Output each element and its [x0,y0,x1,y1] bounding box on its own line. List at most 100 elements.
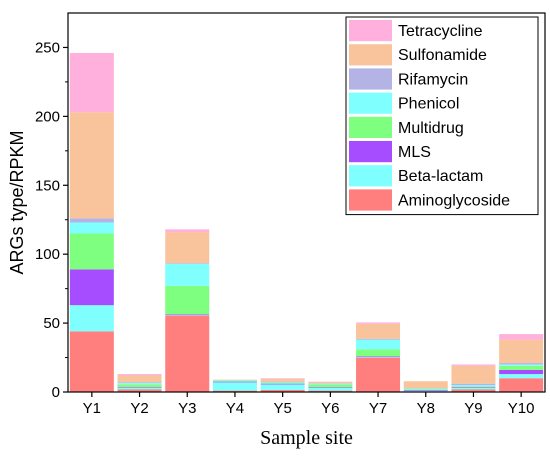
legend-swatch-aminoglycoside [349,189,392,210]
bar-segment-y10-mls [499,370,543,374]
legend-label-multidrug: Multidrug [398,120,464,137]
bar-segment-y4-multidrug [213,381,257,382]
bar-segment-y10-phenicol [499,364,543,365]
bar-segment-y6-mls [308,387,352,388]
bar-segment-y3-phenicol [165,264,209,286]
legend-label-phenicol: Phenicol [398,96,459,113]
bar-segment-y9-beta-lactam [451,388,495,389]
x-tick-label-y7: Y7 [369,400,387,417]
bar-segment-y1-sulfonamide [70,112,114,218]
legend-label-sulfonamide: Sulfonamide [398,47,487,64]
x-tick-label-y1: Y1 [83,400,101,417]
bar-segment-y2-beta-lactam [118,388,162,389]
bar-segment-y5-beta-lactam [261,384,305,390]
bar-segment-y5-mls [261,384,305,385]
bar-segment-y7-mls [356,356,400,357]
bar-segment-y8-beta-lactam [404,391,448,392]
bar-segment-y8-mls [404,390,448,391]
y-tick-label-250: 250 [35,39,60,56]
bar-segment-y7-tetracycline [356,322,400,323]
legend-swatch-sulfonamide [349,44,392,65]
x-tick-label-y8: Y8 [417,400,435,417]
legend-swatch-phenicol [349,93,392,114]
bar-segment-y2-phenicol [118,383,162,384]
bar-segment-y9-rifamycin [451,384,495,385]
x-tick-label-y5: Y5 [273,400,291,417]
bar-segment-y3-beta-lactam [165,315,209,316]
bar-segment-y4-mls [213,382,257,383]
bar-segment-y1-phenicol [70,222,114,233]
x-tick-label-y6: Y6 [321,400,339,417]
bar-segment-y10-rifamycin [499,363,543,364]
x-tick-label-y9: Y9 [464,400,482,417]
bar-segment-y7-multidrug [356,349,400,356]
x-tick-label-y4: Y4 [226,400,244,417]
bar-segment-y1-rifamycin [70,218,114,222]
bar-segment-y4-beta-lactam [213,382,257,390]
bar-segment-y7-sulfonamide [356,324,400,339]
bar-segment-y6-phenicol [308,384,352,385]
bar-segment-y2-tetracycline [118,374,162,375]
bar-segment-y6-beta-lactam [308,388,352,391]
bar-segment-y8-multidrug [404,389,448,390]
bar-segment-y5-tetracycline [261,378,305,379]
bar-segment-y1-multidrug [70,234,114,270]
bar-segment-y3-rifamycin [165,263,209,264]
bar-segment-y3-multidrug [165,286,209,314]
bar-segment-y9-multidrug [451,386,495,387]
bar-segment-y10-multidrug [499,366,543,370]
bar-segment-y7-rifamycin [356,339,400,340]
bar-segment-y7-aminoglycoside [356,358,400,392]
bar-segment-y3-mls [165,314,209,315]
legend-swatch-rifamycin [349,68,392,89]
bar-segment-y5-phenicol [261,382,305,383]
bar-segment-y3-sulfonamide [165,232,209,263]
x-axis-title: Sample site [260,427,353,449]
bar-segment-y10-sulfonamide [499,340,543,363]
legend: Tetracycline Sulfonamide Rifamycin Phenicol… [346,17,538,215]
bar-segment-y5-sulfonamide [261,379,305,382]
y-axis-title: ARGs type/RPKM [7,130,27,274]
bar-segment-y9-tetracycline [451,364,495,365]
legend-label-beta-lactam: Beta-lactam [398,168,483,185]
legend-swatch-beta-lactam [349,165,392,186]
bar-segment-y7-beta-lactam [356,357,400,358]
bar-segment-y4-phenicol [213,380,257,381]
bar-segment-y9-sulfonamide [451,366,495,384]
bar-segment-y3-tetracycline [165,229,209,232]
bar-segment-y1-beta-lactam [70,305,114,331]
bar-segment-y5-rifamycin [261,382,305,383]
bar-segment-y2-mls [118,387,162,388]
bar-segment-y8-sulfonamide [404,381,448,388]
bar-segment-y9-phenicol [451,385,495,386]
legend-label-tetracycline: Tetracycline [398,23,483,40]
bar-segment-y1-aminoglycoside [70,331,114,392]
y-tick-label-0: 0 [52,384,60,401]
bar-segment-y3-aminoglycoside [165,316,209,392]
legend-swatch-mls [349,141,392,162]
bar-segment-y2-sulfonamide [118,375,162,382]
bar-segment-y9-mls [451,387,495,388]
bar-segment-y6-multidrug [308,384,352,387]
bar-segment-y7-phenicol [356,340,400,350]
bar-segment-y2-multidrug [118,384,162,387]
bar-segment-y5-multidrug [261,383,305,384]
x-tick-label-y2: Y2 [130,400,148,417]
legend-swatch-multidrug [349,117,392,138]
bar-segment-y8-phenicol [404,389,448,390]
x-tick-label-y10: Y10 [508,400,535,417]
y-tick-label-200: 200 [35,108,60,125]
legend-label-mls: MLS [398,144,431,161]
bar-segment-y2-rifamycin [118,382,162,383]
bar-segment-y10-tetracycline [499,334,543,340]
legend-label-aminoglycoside: Aminoglycoside [398,192,510,209]
y-tick-label-100: 100 [35,246,60,263]
bar-segment-y1-tetracycline [70,53,114,112]
bar-segment-y10-beta-lactam [499,374,543,378]
y-tick-label-50: 50 [43,315,60,332]
y-tick-label-150: 150 [35,177,60,194]
bar-segment-y6-sulfonamide [308,382,352,383]
legend-label-rifamycin: Rifamycin [398,71,468,88]
